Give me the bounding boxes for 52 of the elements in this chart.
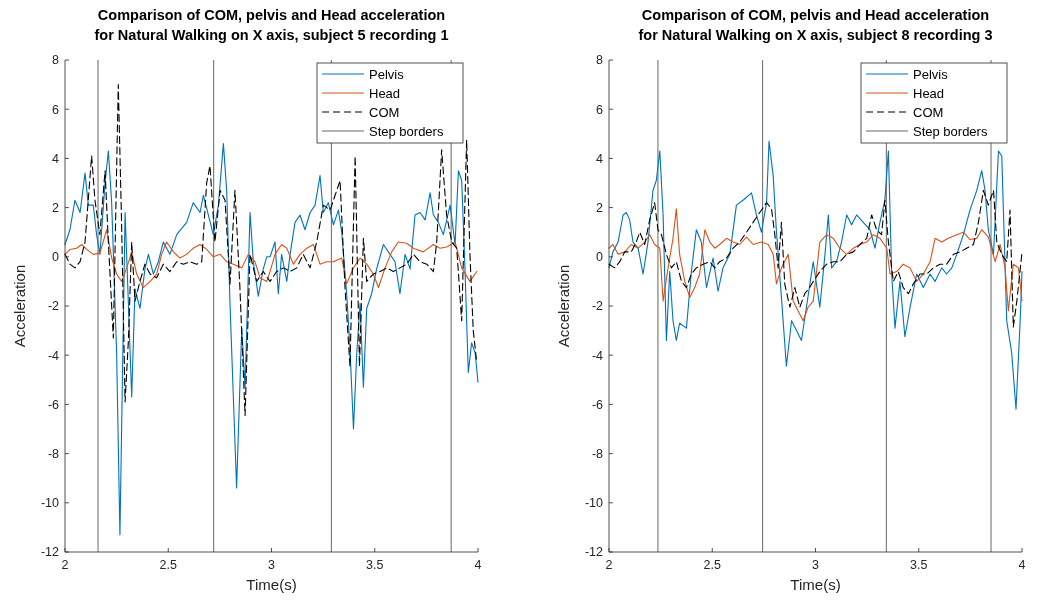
x-tick-label: 4 bbox=[1018, 558, 1026, 572]
x-axis-title: Time(s) bbox=[790, 576, 841, 593]
legend-label: COM bbox=[369, 104, 400, 120]
legend-label: COM bbox=[913, 104, 944, 120]
x-tick-label: 3.5 bbox=[366, 558, 384, 572]
y-tick-label: 0 bbox=[596, 250, 604, 265]
y-tick-label: 0 bbox=[52, 250, 60, 265]
legend-label: Head bbox=[369, 85, 401, 101]
x-tick-label: 2 bbox=[605, 558, 613, 572]
y-tick-label: 6 bbox=[596, 102, 604, 117]
y-tick-label: 8 bbox=[52, 53, 60, 68]
x-tick-label: 2.5 bbox=[159, 558, 177, 572]
line-series bbox=[64, 84, 478, 417]
x-tick-label: 4 bbox=[474, 558, 482, 572]
line-series bbox=[64, 229, 478, 289]
ref-line-label: Step borders bbox=[913, 123, 988, 139]
y-tick-label: -10 bbox=[584, 496, 604, 511]
y-tick-label: -6 bbox=[591, 397, 604, 412]
y-axis-title: Acceleration bbox=[555, 264, 572, 348]
line-series bbox=[608, 189, 1023, 328]
line-series bbox=[608, 140, 1023, 410]
y-tick-label: -8 bbox=[591, 446, 604, 461]
y-tick-label: 8 bbox=[596, 53, 604, 68]
chart-title: Comparison of COM, pelvis and Head acceleration for Natural Walking on X axis, subject 8 recording 3 bbox=[638, 7, 993, 43]
y-axis-title: Acceleration bbox=[11, 264, 28, 348]
y-tick-label: -2 bbox=[47, 299, 60, 314]
x-axis-title: Time(s) bbox=[246, 576, 297, 593]
y-tick-label: -4 bbox=[591, 348, 604, 363]
legend-label: Pelvis bbox=[369, 66, 405, 82]
x-tick-label: 2.5 bbox=[703, 558, 721, 572]
y-tick-label: -4 bbox=[47, 348, 60, 363]
y-tick-label: 4 bbox=[52, 151, 60, 166]
y-tick-label: -8 bbox=[47, 446, 60, 461]
y-tick-label: 6 bbox=[52, 102, 60, 117]
y-tick-label: -6 bbox=[47, 397, 60, 412]
y-tick-label: -10 bbox=[40, 496, 60, 511]
legend-label: Pelvis bbox=[913, 66, 949, 82]
x-tick-label: 3 bbox=[268, 558, 276, 572]
y-tick-label: -12 bbox=[584, 545, 604, 560]
line-series bbox=[608, 208, 1023, 322]
y-tick-label: -2 bbox=[591, 299, 604, 314]
x-tick-label: 3 bbox=[812, 558, 820, 572]
x-tick-label: 3.5 bbox=[910, 558, 928, 572]
chart-title: Comparison of COM, pelvis and Head acceleration for Natural Walking on X axis, subject 5 recording 1 bbox=[94, 7, 449, 43]
ref-line-label: Step borders bbox=[369, 123, 444, 139]
y-tick-label: 4 bbox=[596, 151, 604, 166]
legend-label: Head bbox=[913, 85, 945, 101]
x-tick-label: 2 bbox=[61, 558, 69, 572]
y-tick-label: 2 bbox=[52, 200, 60, 215]
y-tick-label: -12 bbox=[40, 545, 60, 560]
y-tick-label: 2 bbox=[596, 200, 604, 215]
line-series bbox=[64, 143, 479, 536]
